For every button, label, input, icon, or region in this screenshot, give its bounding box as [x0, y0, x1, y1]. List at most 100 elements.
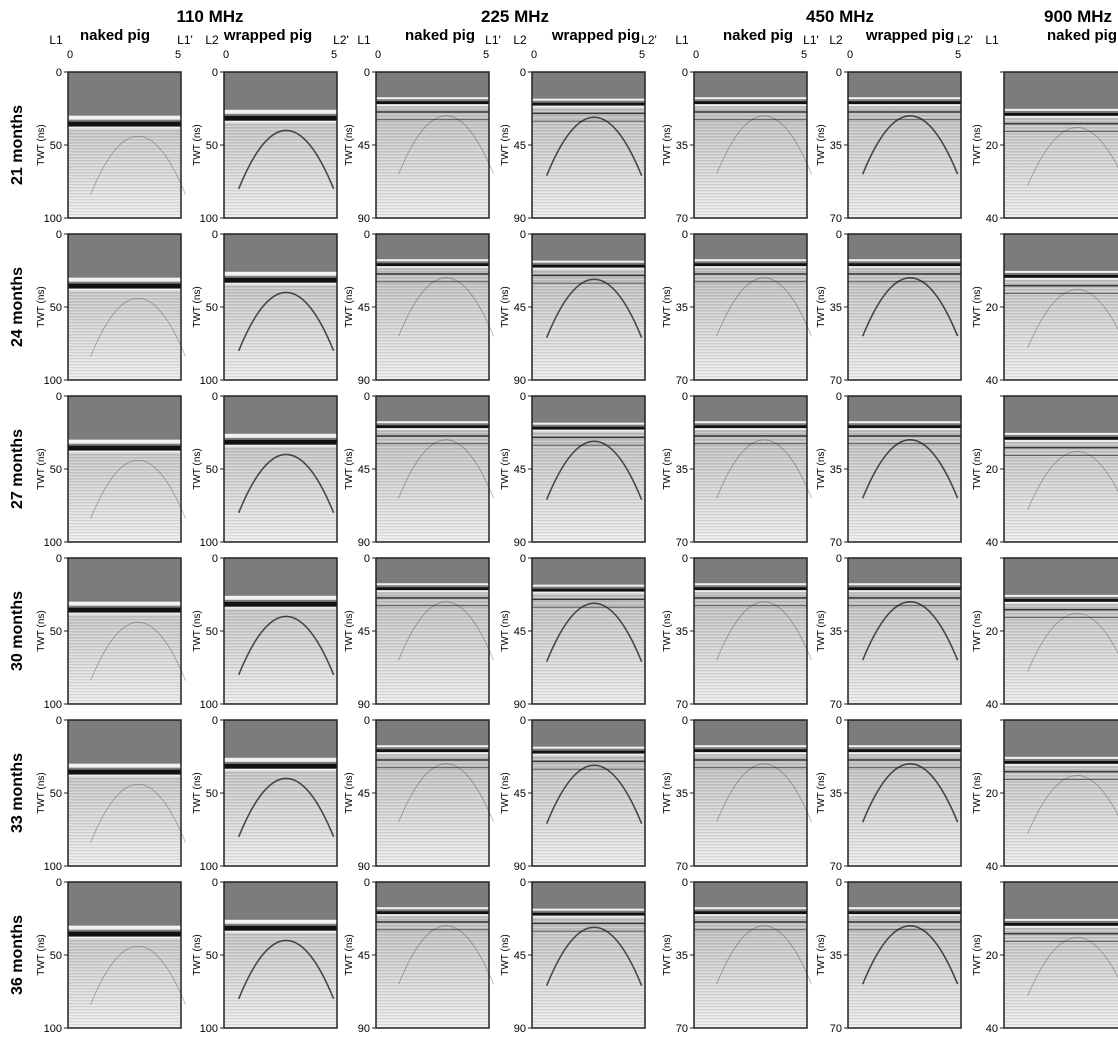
reflector-band-light	[68, 126, 181, 129]
reflector-band-light	[68, 925, 181, 930]
reflector-band-light	[224, 120, 337, 123]
clutter-texture	[68, 445, 181, 542]
y-tick-label: 70	[676, 699, 688, 711]
reflector-band-light	[532, 105, 645, 108]
y-tick-label: 20	[986, 302, 998, 314]
target-hyperbola	[237, 291, 335, 352]
reflector-band-light	[848, 266, 961, 269]
secondary-reflector	[376, 435, 489, 437]
reflector-band-light	[694, 583, 807, 586]
reflector-band-dark	[694, 425, 807, 429]
y-tick-label: 100	[200, 861, 218, 873]
reflector-band-light	[224, 109, 337, 114]
y-tick-label: 0	[682, 391, 688, 403]
radargram-panel: 0 45 90 TWT (ns)	[344, 391, 494, 549]
y-axis-label: TWT (ns)	[816, 286, 827, 327]
reflector-band-dark	[68, 121, 181, 127]
reflector-band-light	[376, 266, 489, 269]
air-gap	[848, 234, 961, 264]
y-tick-label: 45	[514, 464, 526, 476]
y-axis-label: TWT (ns)	[662, 124, 673, 165]
clutter-texture	[376, 101, 489, 218]
clutter-texture	[68, 283, 181, 380]
air-gap	[532, 234, 645, 265]
air-gap	[1004, 558, 1118, 599]
secondary-reflector	[1004, 778, 1118, 780]
reflector-band-light	[694, 428, 807, 431]
air-gap	[68, 558, 181, 608]
y-axis-label: TWT (ns)	[36, 610, 47, 651]
y-axis-label: TWT (ns)	[816, 448, 827, 489]
secondary-reflector	[532, 436, 645, 439]
reflector-band-dark	[1004, 598, 1118, 602]
secondary-reflector	[376, 281, 489, 283]
reflector-band-light	[532, 429, 645, 432]
reflector-band-dark	[532, 588, 645, 592]
clutter-texture	[376, 425, 489, 542]
reflector-band-dark	[694, 911, 807, 915]
y-tick-label: 100	[44, 537, 62, 549]
radargram-panel: 0 50 100 TWT (ns)	[36, 877, 186, 1035]
condition-label: naked pig	[1047, 27, 1117, 44]
air-gap	[532, 72, 645, 103]
y-axis-label: TWT (ns)	[972, 286, 983, 327]
radargram-panel: 0 45 90 TWT (ns)	[500, 877, 646, 1035]
radargram-panel: 0 35 70 TWT (ns)	[662, 715, 812, 873]
reflector-band-dark	[848, 587, 961, 591]
y-tick-label: 50	[206, 788, 218, 800]
target-hyperbola	[237, 129, 335, 190]
secondary-reflector	[694, 929, 807, 931]
target-hyperbola	[716, 925, 812, 985]
reflector-band-light	[224, 595, 337, 600]
secondary-reflector	[694, 281, 807, 283]
y-tick-label: 100	[200, 375, 218, 387]
radargram-panel: 0 45 90 TWT (ns)	[344, 877, 494, 1035]
radargram-panel: 0 50 100 TWT (ns)	[36, 229, 186, 387]
clutter-texture	[224, 601, 337, 704]
x-tick-label: 0	[531, 49, 537, 61]
reflector-band-light	[532, 267, 645, 270]
clutter-texture	[532, 426, 645, 542]
reflector-band-dark	[376, 263, 489, 267]
y-tick-label: 40	[986, 213, 998, 225]
clutter-texture	[1004, 436, 1118, 542]
y-tick-label: 0	[364, 715, 370, 727]
y-tick-label: 45	[514, 140, 526, 152]
y-tick-label: 45	[358, 950, 370, 962]
reflector-band-light	[68, 115, 181, 120]
frequency-header: 450 MHz	[806, 7, 874, 26]
secondary-reflector	[376, 273, 489, 275]
secondary-reflector	[1004, 616, 1118, 618]
clutter-texture	[68, 121, 181, 218]
reflector-band-light	[1004, 756, 1118, 759]
clutter-texture	[848, 263, 961, 380]
air-gap	[848, 720, 961, 750]
clutter-texture	[376, 749, 489, 866]
y-tick-label: 100	[200, 699, 218, 711]
target-hyperbola	[861, 277, 959, 337]
air-gap	[694, 882, 807, 912]
y-tick-label: 35	[830, 302, 842, 314]
secondary-reflector	[1004, 284, 1118, 287]
line-end-label: L1'	[177, 33, 193, 47]
line-end-label: L2'	[641, 33, 657, 47]
y-tick-label: 70	[676, 861, 688, 873]
air-gap	[848, 882, 961, 912]
air-gap	[68, 882, 181, 932]
reflector-band-dark	[694, 101, 807, 105]
radargram-panel: 0 45 90 TWT (ns)	[344, 67, 494, 225]
row-label: 36 months	[9, 915, 26, 995]
target-hyperbola	[861, 925, 959, 985]
reflector-band-light	[694, 259, 807, 262]
y-tick-label: 100	[44, 699, 62, 711]
y-tick-label: 0	[56, 229, 62, 241]
reflector-band-light	[848, 428, 961, 431]
row-label: 33 months	[9, 753, 26, 833]
y-tick-label: 100	[200, 1023, 218, 1035]
radargram-panel: 20 40 TWT (ns)	[972, 71, 1118, 225]
air-gap	[694, 558, 807, 588]
clutter-texture	[532, 264, 645, 380]
reflector-band-light	[68, 612, 181, 615]
reflector-band-dark	[68, 607, 181, 613]
y-tick-label: 35	[676, 464, 688, 476]
